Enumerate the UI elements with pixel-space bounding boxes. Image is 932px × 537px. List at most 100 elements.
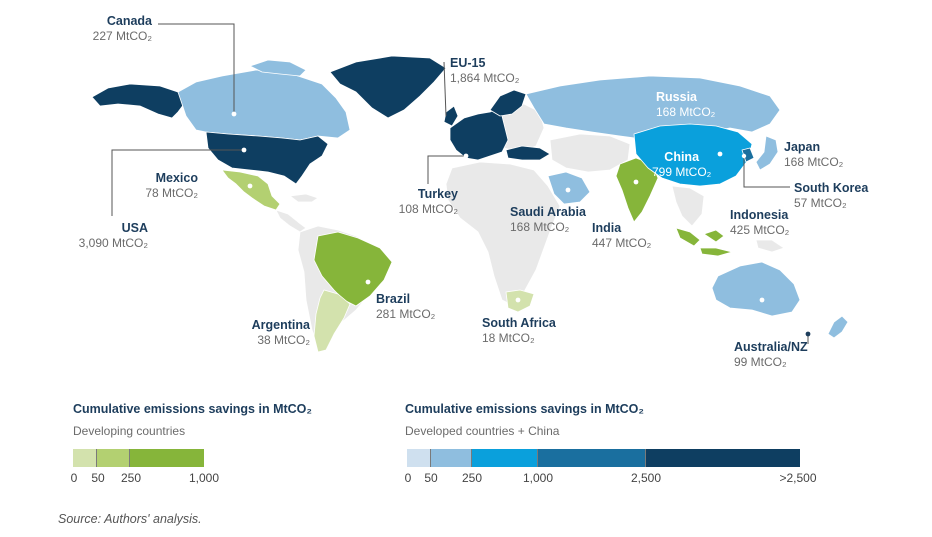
marker-south-africa bbox=[515, 297, 521, 303]
country-name: Argentina bbox=[251, 318, 310, 332]
country-name: Turkey bbox=[417, 187, 458, 201]
label-south-africa: South Africa 18 MtCO₂ bbox=[482, 316, 556, 346]
region-china bbox=[633, 123, 753, 187]
country-name: Mexico bbox=[155, 171, 198, 185]
legend-developed-swatch-3 bbox=[472, 449, 538, 467]
region-usa bbox=[205, 131, 329, 185]
country-value: 57 MtCO₂ bbox=[794, 196, 847, 210]
marker-new-zealand bbox=[805, 331, 811, 337]
country-name: Canada bbox=[106, 14, 152, 28]
marker-australia bbox=[759, 297, 765, 303]
legend-developed-tick: 50 bbox=[424, 471, 438, 485]
legend-developing-tick: 250 bbox=[120, 471, 142, 485]
country-value: 108 MtCO₂ bbox=[398, 202, 458, 216]
region-mexico bbox=[221, 169, 281, 211]
country-name: India bbox=[592, 221, 622, 235]
marker-canada bbox=[231, 111, 237, 117]
country-value: 227 MtCO₂ bbox=[92, 29, 152, 43]
country-name: Saudi Arabia bbox=[510, 205, 586, 219]
region-argentina bbox=[313, 289, 351, 353]
legend-developed-swatch-1 bbox=[407, 449, 431, 467]
label-argentina: Argentina 38 MtCO₂ bbox=[252, 318, 310, 348]
legend-developed-tick: 2,500 bbox=[630, 471, 662, 485]
marker-turkey bbox=[463, 153, 469, 159]
country-value: 1,864 MtCO₂ bbox=[450, 71, 520, 85]
country-name: Brazil bbox=[376, 292, 411, 306]
marker-usa bbox=[241, 147, 247, 153]
country-value: 168 MtCO₂ bbox=[656, 105, 716, 119]
label-saudi-arabia: Saudi Arabia 168 MtCO₂ bbox=[510, 205, 586, 235]
region-canada bbox=[177, 69, 351, 141]
label-canada: Canada 227 MtCO₂ bbox=[93, 14, 152, 44]
region-japan bbox=[755, 135, 779, 171]
label-mexico: Mexico 78 MtCO₂ bbox=[145, 171, 198, 201]
region-turkey bbox=[505, 145, 551, 161]
marker-india bbox=[633, 179, 639, 185]
region-alaska bbox=[91, 83, 185, 119]
label-usa: USA 3,090 MtCO₂ bbox=[79, 221, 148, 251]
country-value: 99 MtCO₂ bbox=[734, 355, 787, 369]
country-name: EU-15 bbox=[450, 56, 486, 70]
legend-developing-bar bbox=[73, 449, 204, 467]
country-value: 18 MtCO₂ bbox=[482, 331, 535, 345]
legend-developed-tick: 250 bbox=[461, 471, 483, 485]
country-name: South Africa bbox=[482, 316, 556, 330]
label-south-korea: South Korea 57 MtCO₂ bbox=[794, 181, 868, 211]
legend-developing-tick: 50 bbox=[91, 471, 105, 485]
region-central-asia bbox=[549, 133, 631, 173]
region-eu15 bbox=[449, 107, 509, 161]
label-india: India 447 MtCO₂ bbox=[592, 221, 651, 251]
region-russia bbox=[525, 75, 781, 141]
region-new-zealand bbox=[827, 315, 849, 339]
country-value: 425 MtCO₂ bbox=[730, 223, 790, 237]
legend-developing-swatch-1 bbox=[73, 449, 97, 467]
legend-developed-tick: 1,000 bbox=[522, 471, 554, 485]
country-name: South Korea bbox=[794, 181, 869, 195]
legend-developed-swatch-2 bbox=[431, 449, 472, 467]
legend-developing-tick: 0 bbox=[70, 471, 78, 485]
label-china: China 799 MtCO₂ bbox=[652, 150, 711, 180]
country-name: Australia/NZ bbox=[734, 340, 808, 354]
marker-south-korea bbox=[741, 153, 747, 159]
marker-saudi-arabia bbox=[565, 187, 571, 193]
label-australia-nz: Australia/NZ 99 MtCO₂ bbox=[734, 340, 808, 370]
region-greenland bbox=[329, 55, 447, 119]
region-scandinavia bbox=[489, 89, 527, 117]
marker-mexico bbox=[247, 183, 253, 189]
country-value: 3,090 MtCO₂ bbox=[78, 236, 148, 250]
legend-developed-swatch-4 bbox=[538, 449, 646, 467]
label-turkey: Turkey 108 MtCO₂ bbox=[399, 187, 458, 217]
country-name: Russia bbox=[656, 90, 697, 104]
leader-turkey bbox=[427, 155, 466, 184]
legend-developed-tick: >2,500 bbox=[779, 471, 817, 485]
country-name: Japan bbox=[784, 140, 821, 154]
leader-eu15 bbox=[443, 61, 447, 117]
legend-developed-bar bbox=[407, 449, 800, 467]
legend-developing-subtitle: Developing countries bbox=[73, 424, 186, 438]
legend-developed-swatch-5 bbox=[646, 449, 800, 467]
country-value: 281 MtCO₂ bbox=[376, 307, 436, 321]
label-brazil: Brazil 281 MtCO₂ bbox=[376, 292, 435, 322]
country-name: USA bbox=[121, 221, 148, 235]
country-value: 38 MtCO₂ bbox=[257, 333, 310, 347]
region-indonesia-3 bbox=[699, 247, 733, 257]
country-name: China bbox=[664, 150, 700, 164]
region-australia bbox=[711, 261, 801, 317]
leader-south-korea bbox=[743, 156, 790, 188]
region-uk bbox=[443, 105, 459, 127]
region-papua bbox=[755, 239, 785, 253]
country-value: 799 MtCO₂ bbox=[652, 165, 712, 179]
legend-developing-swatch-2 bbox=[97, 449, 130, 467]
country-value: 168 MtCO₂ bbox=[510, 220, 570, 234]
label-eu15: EU-15 1,864 MtCO₂ bbox=[450, 56, 519, 86]
legend-developed-title: Cumulative emissions savings in MtCO₂ bbox=[405, 402, 644, 416]
legend-developing-swatch-3 bbox=[130, 449, 204, 467]
country-value: 78 MtCO₂ bbox=[145, 186, 198, 200]
marker-china bbox=[717, 151, 723, 157]
label-russia: Russia 168 MtCO₂ bbox=[656, 90, 715, 120]
legend-developing-title: Cumulative emissions savings in MtCO₂ bbox=[73, 402, 312, 416]
legend-developed-subtitle: Developed countries + China bbox=[405, 424, 560, 438]
source-note: Source: Authors' analysis. bbox=[58, 512, 202, 526]
legend-developed-tick: 0 bbox=[404, 471, 412, 485]
label-indonesia: Indonesia 425 MtCO₂ bbox=[730, 208, 789, 238]
